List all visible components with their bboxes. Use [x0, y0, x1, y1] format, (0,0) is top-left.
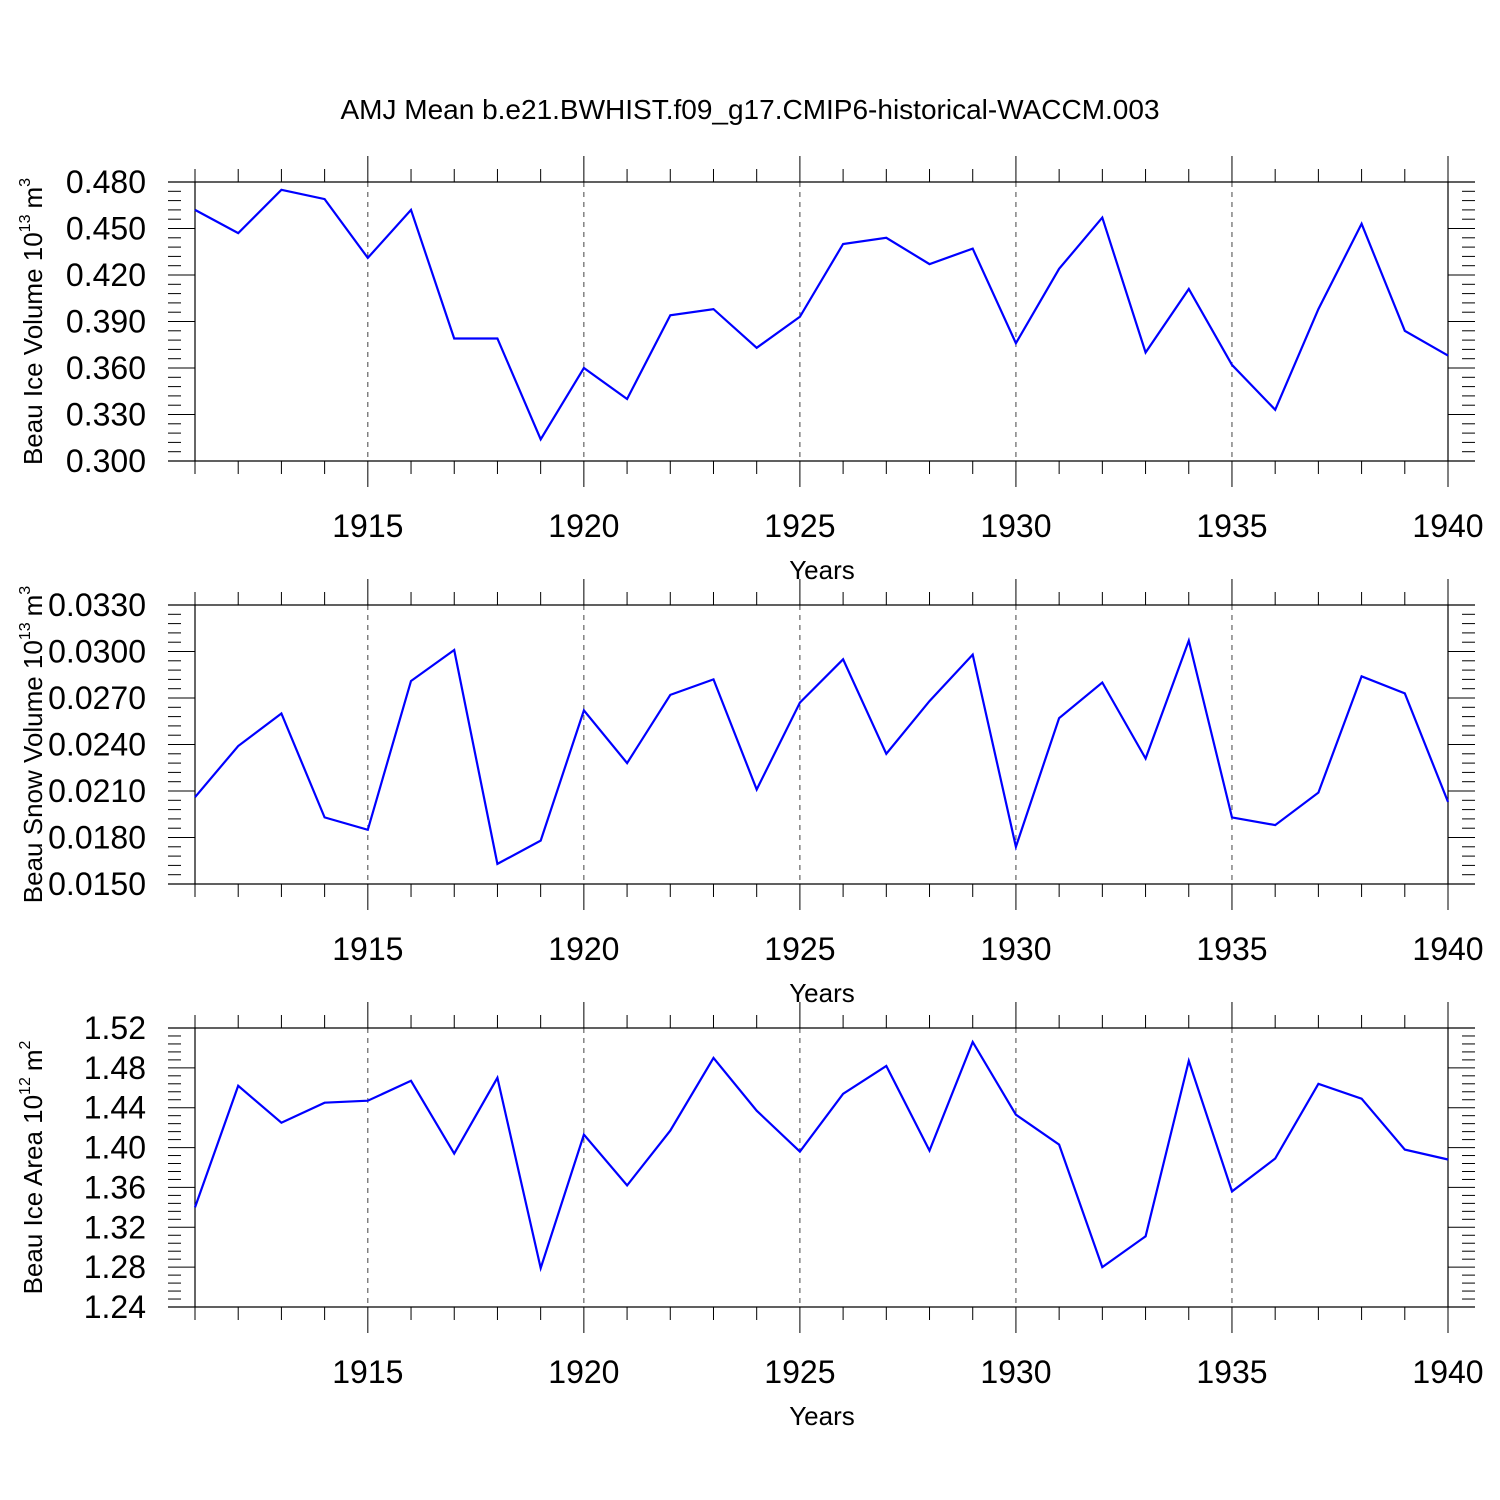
y-tick-label: 0.0210 [48, 773, 146, 809]
x-tick-label: 1915 [332, 1354, 403, 1390]
y-axis-label: Beau Ice Area 1012 m2 [17, 1040, 48, 1294]
y-tick-label: 0.360 [66, 350, 146, 386]
x-tick-label: 1940 [1412, 508, 1483, 544]
y-tick-label: 0.0180 [48, 820, 146, 856]
y-label-main: Beau Snow Volume 10 [18, 640, 48, 903]
y-tick-label: 0.0330 [48, 587, 146, 623]
series-line [194, 636, 1450, 866]
y-tick-label: 0.0240 [48, 727, 146, 763]
x-tick-label: 1940 [1412, 931, 1483, 967]
y-tick-label: 0.420 [66, 257, 146, 293]
panel-3: 1.24 1.28 1.32 1.361.40 1.44 1.48 1.52 1915 1920… [17, 1002, 1484, 1431]
y-label-unit-exponent: 2 [17, 1040, 34, 1049]
y-tick-label: 1.28 [84, 1249, 146, 1285]
y-tick-label: 1.36 [84, 1169, 146, 1205]
x-tick-label: 1935 [1196, 508, 1267, 544]
y-label-unit: m [18, 1049, 48, 1071]
x-tick-label: 1930 [980, 508, 1051, 544]
x-tick-label: 1920 [548, 1354, 619, 1390]
y-label-exponent: 13 [17, 622, 34, 640]
y-tick-label: 0.300 [66, 443, 146, 479]
x-tick-label: 1915 [332, 508, 403, 544]
x-tick-label: 1935 [1196, 931, 1267, 967]
x-axis-label: Years [789, 978, 855, 1008]
panel-1: 0.300 0.330 0.360 0.390 0.420 0.450 0.480 1915 1… [17, 156, 1484, 585]
y-tick-label: 0.330 [66, 397, 146, 433]
x-tick-label: 1925 [764, 1354, 835, 1390]
x-tick-label: 1940 [1412, 1354, 1483, 1390]
y-axis-label: Beau Ice Volume 1013 m3 [17, 178, 48, 465]
x-tick-label: 1930 [980, 931, 1051, 967]
y-tick-label: 1.40 [84, 1130, 146, 1166]
y-tick-label: 0.0150 [48, 866, 146, 902]
x-tick-label: 1925 [764, 931, 835, 967]
y-tick-label: 0.450 [66, 211, 146, 247]
y-label-exponent: 12 [17, 1077, 34, 1095]
y-tick-label: 1.44 [84, 1090, 146, 1126]
x-axis-label: Years [789, 555, 855, 585]
y-tick-label: 0.0270 [48, 680, 146, 716]
y-label-main: Beau Ice Volume 10 [18, 232, 48, 465]
series-line [193, 1039, 1449, 1273]
y-label-unit-exponent: 3 [17, 586, 34, 595]
x-tick-label: 1935 [1196, 1354, 1267, 1390]
y-tick-label: 1.24 [84, 1289, 146, 1325]
x-axis-label: Years [789, 1401, 855, 1431]
series-line [194, 188, 1449, 442]
y-tick-label: 1.32 [84, 1209, 146, 1245]
y-tick-label: 0.480 [66, 164, 146, 200]
y-axis-label: Beau Snow Volume 1013 m3 [17, 586, 48, 904]
y-tick-label: 0.0300 [48, 634, 146, 670]
x-tick-label: 1920 [548, 931, 619, 967]
x-tick-label: 1920 [548, 508, 619, 544]
y-tick-label: 1.52 [84, 1010, 146, 1046]
y-label-unit-exponent: 3 [17, 178, 34, 187]
y-label-main: Beau Ice Area 10 [18, 1095, 48, 1294]
y-tick-label: 1.48 [84, 1050, 146, 1086]
figure-title: AMJ Mean b.e21.BWHIST.f09_g17.CMIP6-hist… [340, 94, 1159, 125]
panel-2: 0.0150 0.0180 0.0210 0.0240 0.0270 0.0300 0.03… [17, 579, 1484, 1008]
x-tick-label: 1925 [764, 508, 835, 544]
x-tick-label: 1930 [980, 1354, 1051, 1390]
y-label-exponent: 13 [17, 214, 34, 232]
y-label-unit: m [18, 595, 48, 617]
y-label-unit: m [18, 187, 48, 209]
x-tick-label: 1915 [332, 931, 403, 967]
y-tick-label: 0.390 [66, 304, 146, 340]
